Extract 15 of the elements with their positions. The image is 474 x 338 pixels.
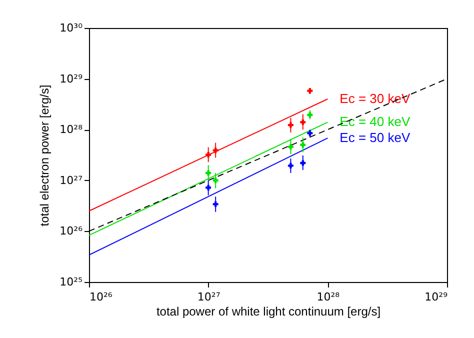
y-axis-title: total electron power [erg/s] [38,84,52,226]
y-tick-label: 10³⁰ [60,22,84,34]
y-tick-label: 10²⁶ [60,224,84,238]
x-tick-label: 10²⁶ [90,290,113,304]
y-tick-label: 10²⁸ [60,123,84,136]
x-axis-title: total power of white light continuum [erg/s] [156,304,381,318]
x-tick-label: 10²⁷ [197,290,220,304]
series-label: Ec = 50 keV [340,130,410,146]
series-label: Ec = 40 keV [340,114,410,130]
x-tick-label: 10²⁹ [424,290,448,304]
series-label: Ec = 30 keV [340,91,410,106]
x-tick-label: 10²⁸ [316,290,340,304]
y-tick-label: 10²⁷ [60,174,82,187]
y-tick-label: 10²⁹ [60,72,82,86]
y-tick-label: 10²⁵ [60,276,82,288]
